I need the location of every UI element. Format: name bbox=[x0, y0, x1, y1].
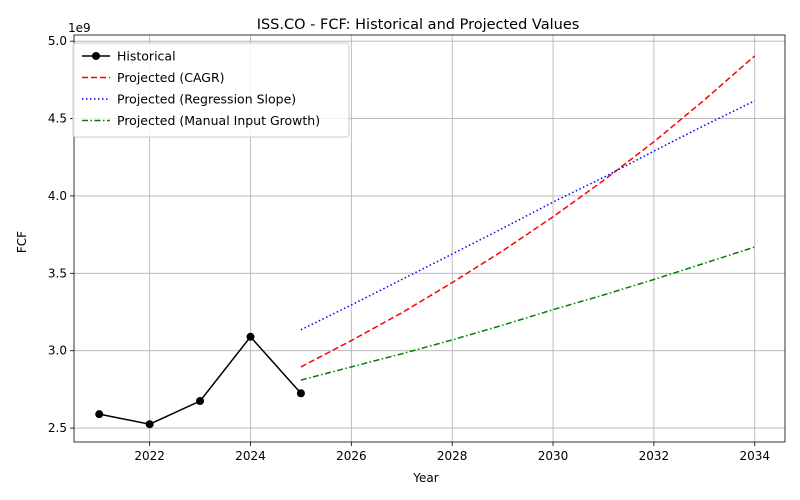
x-tick-label: 2032 bbox=[639, 449, 670, 463]
grid bbox=[74, 35, 785, 442]
series-line-projected-manual-input-growth bbox=[300, 246, 755, 381]
legend-label: Projected (Manual Input Growth) bbox=[117, 113, 320, 128]
data-point-historical bbox=[95, 410, 104, 419]
series-line-projected-cagr bbox=[300, 55, 756, 368]
y-axis-offset-label: 1e9 bbox=[68, 21, 91, 35]
series-line-projected-regression-slope bbox=[300, 100, 756, 331]
data-point-historical bbox=[145, 420, 154, 429]
y-tick-label: 5.0 bbox=[48, 34, 67, 48]
legend-marker bbox=[92, 52, 100, 60]
legend-label: Projected (CAGR) bbox=[117, 70, 225, 85]
legend-label: Projected (Regression Slope) bbox=[117, 92, 296, 107]
legend: Historical Projected (CAGR) Projected (Reg… bbox=[72, 42, 350, 138]
x-axis-title: Year bbox=[412, 471, 438, 485]
chart-title: ISS.CO - FCF: Historical and Projected V… bbox=[257, 17, 580, 33]
y-tick-label: 4.5 bbox=[48, 112, 67, 126]
data-point-historical bbox=[296, 389, 305, 398]
x-tick-label: 2026 bbox=[336, 449, 367, 463]
x-tick-label: 2030 bbox=[538, 449, 569, 463]
y-tick-label: 3.0 bbox=[48, 344, 67, 358]
x-tick-label: 2028 bbox=[437, 449, 468, 463]
y-axis-title: FCF bbox=[15, 231, 29, 253]
data-point-historical bbox=[196, 396, 205, 405]
x-tick-label: 2024 bbox=[235, 449, 266, 463]
x-tick-label: 2022 bbox=[134, 449, 165, 463]
y-tick-label: 2.5 bbox=[48, 421, 67, 435]
legend-label: Historical bbox=[117, 49, 176, 64]
series-lines bbox=[95, 55, 756, 429]
axis-ticks: 2022 2024 2026 2028 2030 2032 2034 2.5 3.0 3.5 4.0… bbox=[48, 34, 770, 463]
legend-box bbox=[72, 42, 350, 138]
x-tick-label: 2034 bbox=[739, 449, 770, 463]
y-tick-label: 3.5 bbox=[48, 266, 67, 280]
data-point-historical bbox=[246, 332, 255, 341]
y-tick-label: 4.0 bbox=[48, 189, 67, 203]
plot-frame bbox=[73, 34, 786, 443]
